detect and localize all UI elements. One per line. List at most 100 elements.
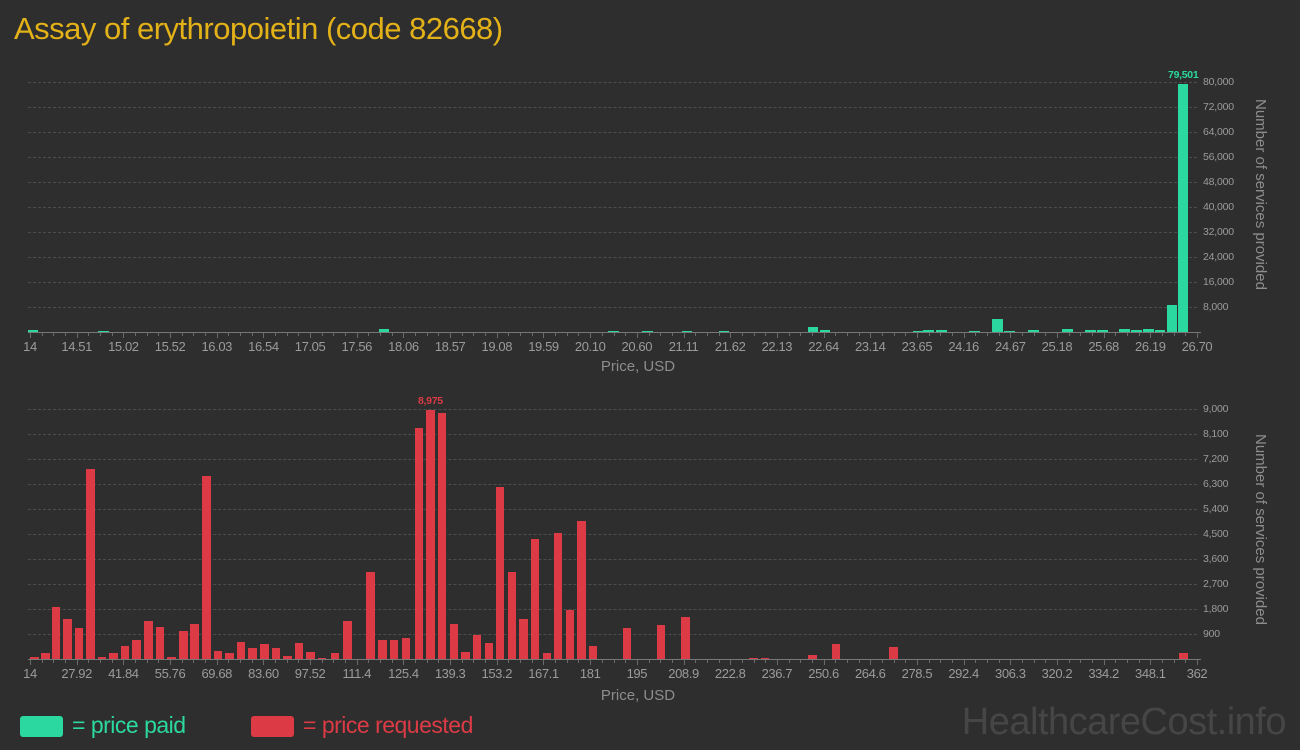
- x-axis-tick: [450, 660, 452, 665]
- x-axis-tick: [1068, 333, 1070, 336]
- x-axis-tick: [321, 660, 323, 663]
- x-axis-tick-label: 306.3: [994, 666, 1026, 681]
- x-axis-tick-label: 27.92: [61, 666, 92, 681]
- x-axis-tick: [30, 660, 31, 665]
- gridline: [28, 609, 1197, 610]
- bar: [519, 619, 528, 659]
- bar: [484, 643, 493, 659]
- x-axis-tick: [590, 660, 592, 665]
- bar: [378, 639, 387, 659]
- x-axis-tick-label: 15.52: [154, 339, 186, 354]
- legend-swatch-price-requested: [251, 716, 294, 737]
- x-axis-tick-label: 208.9: [668, 666, 699, 681]
- y-axis-tick-label: 40,000: [1203, 201, 1234, 213]
- x-axis-tick: [158, 660, 160, 663]
- bar: [936, 330, 947, 332]
- bar: [51, 607, 61, 659]
- y-axis-tick-label: 9,000: [1203, 403, 1229, 415]
- x-axis-tick: [1150, 333, 1152, 338]
- x-axis-tick: [53, 333, 55, 336]
- x-axis-tick-label: 250.6: [808, 666, 839, 681]
- x-axis-tick: [870, 660, 872, 665]
- x-axis-tick-label: 14: [23, 666, 37, 681]
- x-axis-tick: [648, 333, 650, 336]
- x-axis-tick: [613, 333, 615, 336]
- x-axis-tick: [41, 333, 43, 336]
- bar: [271, 648, 281, 659]
- y-axis-tick-label: 32,000: [1203, 226, 1234, 238]
- x-axis-tick: [473, 333, 475, 336]
- bar: [461, 651, 470, 659]
- gridline: [28, 584, 1197, 585]
- x-axis-tick: [660, 660, 662, 663]
- bar: [1085, 330, 1096, 332]
- x-axis-tick: [1103, 333, 1105, 338]
- max-value-label: 79,501: [1168, 68, 1199, 81]
- x-axis-tick: [1080, 660, 1082, 663]
- x-axis-tick: [205, 333, 207, 336]
- x-axis-tick: [578, 660, 580, 663]
- x-axis-tick: [1197, 660, 1198, 665]
- x-axis-tick: [228, 660, 230, 663]
- bar: [378, 329, 390, 332]
- watermark-link[interactable]: HealthcareCost.info: [961, 701, 1287, 743]
- bar: [553, 533, 563, 659]
- legend: = price paid = price requested: [0, 705, 560, 745]
- x-axis-tick: [1033, 333, 1035, 336]
- gridline: [28, 207, 1197, 208]
- x-axis-tick: [940, 333, 942, 336]
- x-axis-tick: [275, 333, 277, 336]
- bar: [565, 610, 575, 659]
- x-axis-tick: [905, 333, 907, 336]
- x-axis-tick: [648, 660, 650, 663]
- x-axis-tick: [858, 333, 860, 336]
- bar: [132, 639, 141, 659]
- legend-label-price-paid: = price paid: [72, 712, 186, 738]
- y-axis-tick-label: 16,000: [1203, 276, 1234, 288]
- x-axis-tick: [555, 333, 557, 336]
- x-axis-tick: [1138, 660, 1140, 663]
- x-axis-tick: [310, 333, 312, 338]
- x-axis-tick: [800, 660, 802, 663]
- x-axis-tick: [251, 333, 253, 336]
- x-axis-tick: [800, 333, 802, 336]
- x-axis-tick: [240, 660, 242, 663]
- x-axis-tick: [146, 333, 148, 336]
- x-axis-tick: [916, 333, 918, 338]
- bar: [718, 330, 730, 332]
- x-axis-tick: [811, 333, 813, 336]
- legend-swatch-price-paid: [20, 716, 63, 737]
- x-axis-tick: [776, 333, 778, 338]
- x-axis-tick-label: 181: [579, 666, 601, 681]
- x-axis-tick: [1021, 660, 1023, 663]
- bar: [426, 409, 435, 659]
- x-axis-tick: [496, 660, 498, 665]
- x-axis-tick: [1103, 660, 1105, 665]
- x-axis-tick: [356, 660, 358, 665]
- x-axis-tick-label: 23.65: [901, 339, 933, 354]
- x-axis-tick: [286, 660, 288, 663]
- x-axis-tick: [706, 333, 708, 336]
- x-axis-tick-label: 111.4: [342, 666, 372, 681]
- gridline: [28, 484, 1197, 485]
- legend-label-price-requested: = price requested: [303, 712, 473, 738]
- x-axis-tick: [146, 660, 148, 663]
- x-axis-tick: [695, 333, 697, 336]
- x-axis-tick: [88, 660, 90, 663]
- bar: [656, 625, 666, 659]
- x-axis-tick: [951, 333, 953, 336]
- x-axis-tick: [65, 660, 66, 663]
- x-axis-tick: [1173, 660, 1175, 663]
- bar: [1166, 305, 1178, 332]
- y-axis-tick-label: 8,100: [1203, 428, 1229, 440]
- y-axis-tick-label: 6,300: [1203, 478, 1229, 490]
- bar: [588, 645, 598, 659]
- x-axis-tick: [193, 660, 195, 663]
- x-axis-tick: [1126, 333, 1128, 336]
- x-axis-tick: [963, 660, 965, 665]
- x-axis-tick: [695, 660, 697, 663]
- x-axis-title: Price, USD: [600, 358, 676, 375]
- bar: [992, 318, 1003, 332]
- y-axis-tick-label: 8,000: [1203, 301, 1229, 313]
- x-axis-tick: [1161, 333, 1163, 336]
